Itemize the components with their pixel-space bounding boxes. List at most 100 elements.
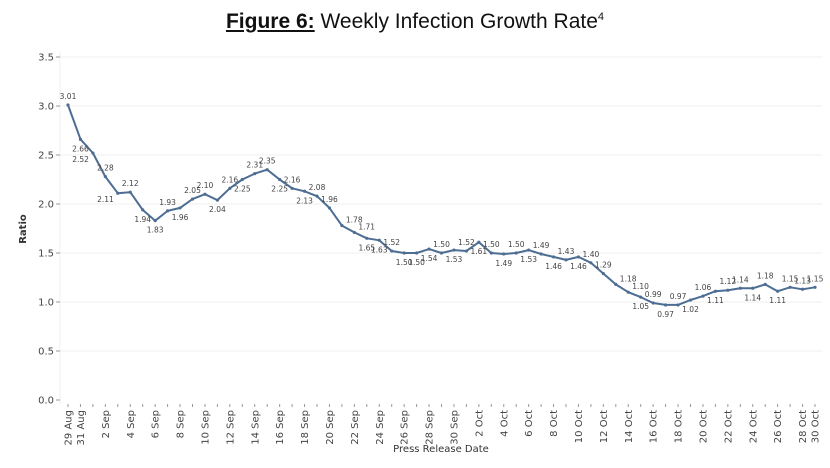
y-tick-label: 3.0 — [38, 102, 54, 113]
x-tick-label: 14 Oct — [624, 410, 635, 443]
data-label: 1.18 — [620, 274, 637, 283]
x-axis-title: Press Release Date — [393, 444, 489, 455]
data-label: 2.12 — [122, 179, 139, 188]
data-label: 1.46 — [545, 262, 562, 271]
data-point — [639, 295, 643, 299]
data-label: 2.25 — [234, 185, 251, 194]
data-point — [477, 240, 481, 244]
data-point — [265, 168, 269, 172]
x-tick-label: 20 Oct — [698, 410, 709, 443]
x-tick-label: 4 Oct — [499, 410, 510, 437]
figure-title-text: Weekly Infection Growth Rate — [314, 10, 598, 33]
x-tick-label: 18 Oct — [674, 410, 685, 443]
data-point — [340, 223, 344, 228]
data-point — [489, 251, 493, 255]
y-tick-label: 0.0 — [38, 396, 54, 407]
data-point — [514, 251, 518, 255]
data-label: 3.01 — [60, 92, 77, 101]
data-point — [103, 174, 107, 179]
x-tick-label: 12 Oct — [599, 410, 610, 443]
data-point — [651, 301, 655, 305]
data-label: 1.53 — [520, 255, 537, 264]
data-point — [539, 252, 543, 256]
series-polyline — [67, 104, 816, 306]
x-tick-label: 29 Aug — [64, 410, 75, 445]
x-tick-label: 2 Sep — [101, 410, 112, 438]
data-point — [726, 288, 730, 292]
data-label: 1.53 — [446, 255, 463, 264]
data-label: 1.49 — [495, 259, 512, 268]
data-label: 1.14 — [744, 293, 761, 302]
data-label: 1.65 — [358, 243, 375, 252]
data-label: 1.50 — [408, 258, 425, 267]
data-point — [290, 186, 294, 190]
x-tick-label: 26 Sep — [400, 410, 411, 445]
x-axis: 29 Aug 31 Aug 2 Sep 4 Sep 6 Sep 8 Sep 10 Sep 12… — [64, 404, 822, 445]
data-label: 2.35 — [259, 157, 276, 166]
data-point — [626, 290, 630, 294]
data-label: 1.49 — [533, 241, 550, 250]
data-point — [390, 249, 394, 253]
data-point — [141, 208, 145, 212]
data-point — [352, 230, 356, 235]
chart-title: Figure 6: Weekly Infection Growth Rate4 — [0, 10, 830, 34]
data-label: 2.16 — [221, 175, 238, 184]
y-tick-label: 3.5 — [38, 53, 54, 64]
data-label: 1.50 — [508, 240, 525, 249]
data-label: 1.06 — [695, 283, 712, 292]
x-tick-label: 6 Sep — [151, 410, 162, 438]
data-label: 1.94 — [134, 215, 151, 224]
x-tick-label: 16 Oct — [649, 410, 660, 443]
data-point — [228, 186, 232, 190]
x-tick-label: 12 Sep — [225, 410, 236, 445]
data-point — [78, 137, 83, 141]
series-line — [66, 103, 817, 307]
data-point — [688, 298, 693, 302]
x-tick-label: 6 Oct — [524, 410, 535, 437]
data-label: 2.52 — [72, 155, 89, 164]
data-point — [215, 198, 219, 202]
data-label: 1.40 — [583, 250, 600, 259]
data-point — [327, 206, 332, 210]
data-point — [377, 238, 381, 242]
data-point — [800, 287, 805, 291]
data-label: 1.12 — [719, 277, 736, 286]
data-label: 2.25 — [271, 185, 288, 194]
data-point — [601, 271, 605, 276]
data-label: 1.93 — [159, 198, 176, 207]
data-label: 2.05 — [184, 186, 201, 195]
data-point — [776, 289, 780, 293]
data-label: 1.50 — [433, 240, 450, 249]
data-point — [439, 251, 444, 255]
x-tick-label: 28 Oct — [798, 410, 809, 443]
data-label: 1.05 — [632, 302, 649, 311]
data-point — [365, 236, 369, 240]
data-label: 1.50 — [483, 240, 500, 249]
y-tick-label: 2.0 — [38, 200, 54, 211]
data-point — [278, 177, 282, 182]
data-label: 1.71 — [358, 222, 375, 231]
data-label: 0.97 — [670, 292, 687, 301]
data-point — [788, 285, 792, 289]
data-label: 1.50 — [396, 258, 413, 267]
data-point — [452, 248, 456, 252]
data-point — [813, 285, 817, 289]
x-tick-label: 8 Oct — [549, 410, 560, 437]
y-axis: 0.0 0.5 1.0 1.5 2.0 2.5 3.0 3.5 — [38, 53, 60, 407]
data-label: 2.31 — [246, 161, 263, 170]
data-label: 1.10 — [632, 282, 649, 291]
data-point — [190, 197, 195, 201]
x-tick-label: 24 Sep — [375, 410, 386, 445]
data-label: 1.29 — [595, 261, 612, 270]
data-point — [203, 192, 207, 196]
x-tick-label: 30 Sep — [449, 410, 460, 445]
x-tick-label: 10 Oct — [574, 410, 585, 443]
data-point — [240, 177, 244, 182]
data-point — [427, 247, 431, 251]
data-label: 1.13 — [794, 276, 811, 285]
data-point — [315, 194, 319, 198]
data-label: 2.28 — [97, 164, 114, 173]
data-point — [527, 248, 531, 252]
data-point — [91, 151, 95, 155]
data-point — [751, 286, 755, 290]
